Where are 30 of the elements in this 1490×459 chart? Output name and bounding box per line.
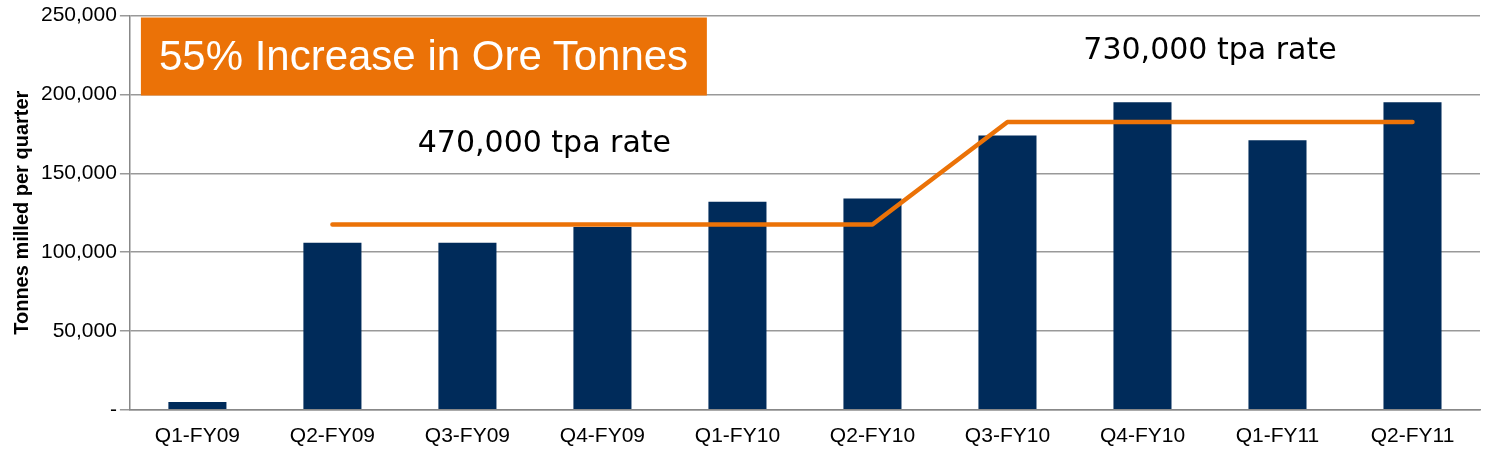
y-tick-label: 50,000	[52, 317, 117, 341]
bar	[1113, 102, 1172, 410]
y-tick-label: 200,000	[40, 81, 117, 105]
x-tick-label: Q1-FY09	[154, 423, 241, 447]
y-tick-label: 100,000	[40, 238, 117, 262]
bar	[573, 226, 632, 410]
annotation: 55% Increase in Ore Tonnes	[158, 32, 689, 80]
y-tick-label: -	[109, 396, 117, 420]
x-tick-label: Q4-FY10	[1099, 423, 1186, 447]
x-tick-label: Q3-FY09	[424, 423, 511, 447]
x-tick-label: Q1-FY11	[1235, 423, 1320, 447]
bar	[1383, 102, 1442, 410]
y-tick-label: 150,000	[40, 160, 117, 184]
x-tick-label: Q2-FY10	[829, 423, 916, 447]
x-tick-label: Q2-FY09	[289, 423, 376, 447]
bar	[438, 242, 497, 410]
bar	[168, 401, 227, 410]
y-tick-label: 250,000	[40, 2, 117, 26]
bar	[1248, 140, 1307, 410]
bar	[303, 242, 362, 410]
annotation: 470,000 tpa rate	[417, 123, 672, 159]
x-tick-label: Q3-FY10	[964, 423, 1051, 447]
x-tick-label: Q2-FY11	[1370, 423, 1455, 447]
bar	[843, 198, 902, 410]
bar	[978, 135, 1037, 410]
bar	[708, 201, 767, 410]
annotation: 730,000 tpa rate	[1083, 30, 1337, 66]
x-tick-label: Q1-FY10	[694, 423, 781, 447]
y-axis-title: Tonnes milled per quarter	[9, 90, 32, 335]
x-tick-label: Q4-FY09	[559, 423, 646, 447]
